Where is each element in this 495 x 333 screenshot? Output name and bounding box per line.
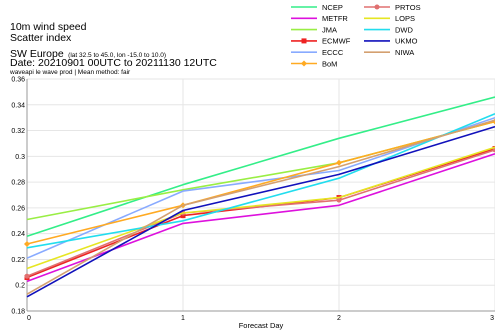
grid [26,78,495,312]
series-line-bom [26,120,495,245]
x-axis-label: Forecast Day [239,321,284,330]
series-line-eccc [26,116,495,259]
legend: NCEP METFR JMA ECMWF ECCC BoM PRTOS LOPS DWD UKMO… [291,3,421,68]
legend-label-niwa: NIWA [395,48,414,57]
data-point-bom [336,159,342,166]
y-tick-label: 0.18 [11,309,25,316]
region-latlon: (lat 32.5 to 45.0, lon -15.0 to 10.0) [68,52,167,59]
x-tick-label: 3 [490,315,494,322]
legend-label-dwd: DWD [395,25,413,34]
series-line-niwa [26,119,495,295]
series-line-lops [26,146,495,270]
x-tick-label: 0 [27,315,31,322]
legend-label-eccc: ECCC [322,48,344,57]
legend-label-ukmo: UKMO [395,37,418,46]
series-line-metfr [26,153,495,283]
chart-title-line2: Scatter index [10,32,72,44]
series-line-dwd [26,113,495,249]
y-tick-label: 0.3 [15,154,25,161]
y-tick-label: 0.36 [11,77,25,84]
legend-marker-ecmwf [301,38,307,44]
data-point-bom [24,240,30,247]
y-tick-label: 0.24 [11,231,25,238]
legend-label-ecmwf: ECMWF [322,37,351,46]
series-line-prtos [26,149,495,277]
legend-label-jma: JMA [322,25,337,34]
x-tick-label: 2 [337,315,341,322]
y-tick-label: 0.22 [11,257,25,264]
legend-label-bom: BoM [322,59,337,68]
region-line: SW Europe (lat 32.5 to 45.0, lon -15.0 t… [10,44,166,62]
region-name: SW Europe [10,48,64,60]
y-tick-label: 0.28 [11,180,25,187]
chart-title-line1: 10m wind speed [10,21,87,33]
legend-marker-prtos [374,4,380,10]
legend-label-lops: LOPS [395,14,415,23]
data-point-prtos [24,273,30,279]
chart-subtitle: waveapi le wave prod | Mean method: fair [10,69,131,76]
data-point-ecmwf [180,213,186,219]
data-point-prtos [336,197,342,203]
axes: 0.18 0.2 0.22 0.24 0.26 0.28 0.3 0.32 0.34 0.36 0 1… [11,77,495,322]
legend-label-metfr: METFR [322,14,348,23]
legend-marker-bom [301,60,307,67]
y-tick-label: 0.32 [11,128,25,135]
series-line-ncep [26,96,495,237]
y-tick-label: 0.26 [11,205,25,212]
series-lines [24,96,495,298]
series-line-ukmo [26,125,495,298]
y-tick-label: 0.2 [15,283,25,290]
date-range: Date: 20210901 00UTC to 20211130 12UTC [10,57,217,69]
legend-label-prtos: PRTOS [395,3,421,12]
legend-label-ncep: NCEP [322,3,343,12]
x-tick-label: 1 [181,315,185,322]
y-tick-label: 0.34 [11,102,25,109]
